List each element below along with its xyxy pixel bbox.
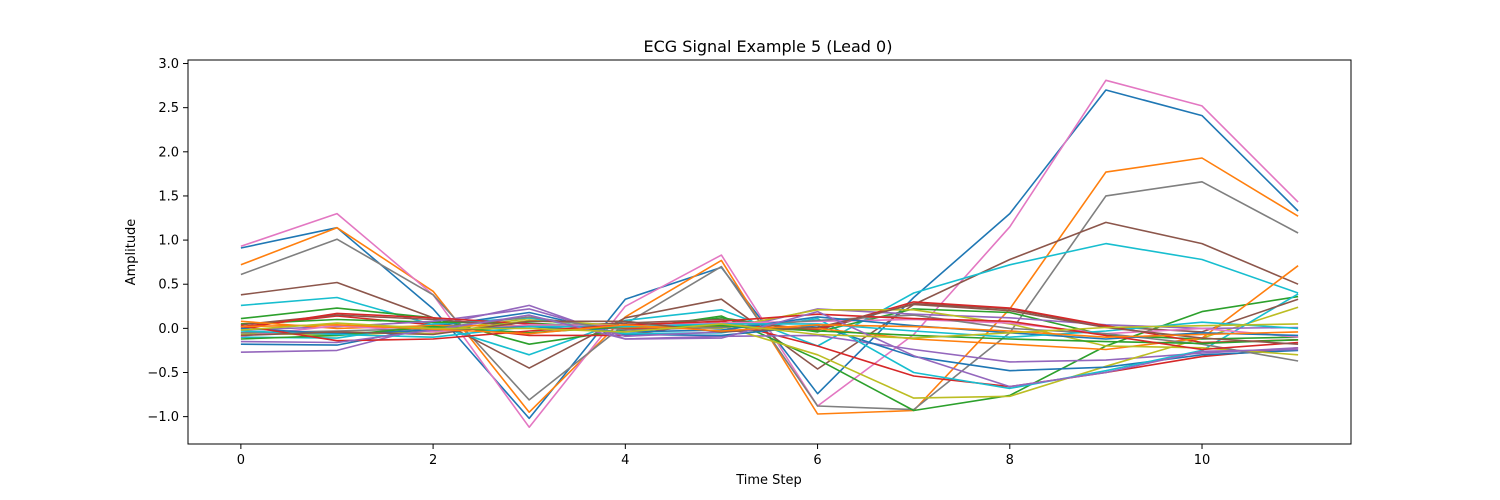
series-line-26	[240, 310, 1299, 388]
series-line-2	[240, 157, 1299, 415]
series-line-3	[240, 79, 1299, 429]
y-tick-label: 3.0	[158, 57, 179, 72]
x-axis-title: Time Step	[735, 473, 802, 488]
series-line-28	[240, 322, 1299, 339]
series-line-1	[240, 89, 1299, 420]
series-layer	[240, 79, 1299, 429]
y-axis: −1.0 −0.5 0.0 0.5 1.0 1.5 2.0 2.5 3.0	[147, 57, 188, 425]
x-tick-label: 4	[621, 453, 629, 468]
series-line-24	[240, 313, 1299, 351]
x-tick-label: 6	[813, 453, 821, 468]
series-line-12	[240, 293, 1299, 390]
series-line-11	[240, 311, 1299, 372]
y-tick-label: −0.5	[147, 366, 179, 381]
y-tick-label: 0.5	[158, 278, 179, 293]
series-line-15	[240, 308, 1299, 338]
x-axis: 0 2 4 6 8 10	[237, 444, 1211, 468]
y-tick-label: −1.0	[147, 410, 179, 425]
y-tick-label: 1.5	[158, 189, 179, 204]
x-tick-label: 0	[237, 453, 245, 468]
series-line-27	[240, 323, 1299, 339]
y-tick-label: 2.5	[158, 101, 179, 116]
plot-frame	[187, 59, 1352, 445]
series-line-8	[240, 315, 1299, 388]
series-line-7	[240, 295, 1299, 412]
y-axis-title: Amplitude	[124, 219, 139, 286]
x-tick-label: 8	[1006, 453, 1014, 468]
y-tick-label: 0.0	[158, 322, 179, 337]
series-line-4	[240, 181, 1299, 411]
y-tick-label: 1.0	[158, 234, 179, 249]
y-tick-label: 2.0	[158, 145, 179, 160]
x-tick-label: 10	[1194, 453, 1211, 468]
chart-title: ECG Signal Example 5 (Lead 0)	[644, 37, 893, 56]
x-tick-label: 2	[429, 453, 437, 468]
